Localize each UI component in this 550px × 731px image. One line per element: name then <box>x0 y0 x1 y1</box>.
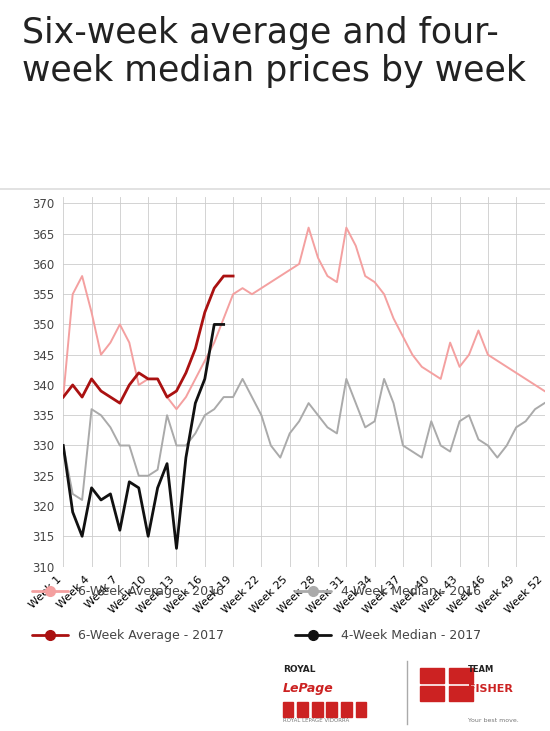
Text: Six-week average and four-
week median prices by week: Six-week average and four- week median p… <box>22 16 526 88</box>
Bar <box>341 702 351 717</box>
Bar <box>312 702 322 717</box>
Bar <box>327 702 337 717</box>
Text: 4-Week Median - 2016: 4-Week Median - 2016 <box>341 585 481 598</box>
Bar <box>355 702 366 717</box>
Bar <box>420 686 444 701</box>
Text: 6-Week Average - 2017: 6-Week Average - 2017 <box>78 629 224 642</box>
Bar <box>298 702 308 717</box>
Bar <box>283 702 294 717</box>
Text: ROYAL LEPAGE VIDORRA: ROYAL LEPAGE VIDORRA <box>283 718 349 723</box>
Text: ROYAL: ROYAL <box>283 665 315 674</box>
Bar <box>449 686 473 701</box>
Text: LePage: LePage <box>283 682 334 695</box>
Text: 4-Week Median - 2017: 4-Week Median - 2017 <box>341 629 481 642</box>
Text: FISHER: FISHER <box>468 684 513 694</box>
Bar <box>420 667 444 683</box>
Text: TEAM: TEAM <box>468 665 494 674</box>
Text: Your best move.: Your best move. <box>468 718 519 723</box>
Text: 6-Week Average - 2016: 6-Week Average - 2016 <box>78 585 223 598</box>
Bar <box>449 667 473 683</box>
